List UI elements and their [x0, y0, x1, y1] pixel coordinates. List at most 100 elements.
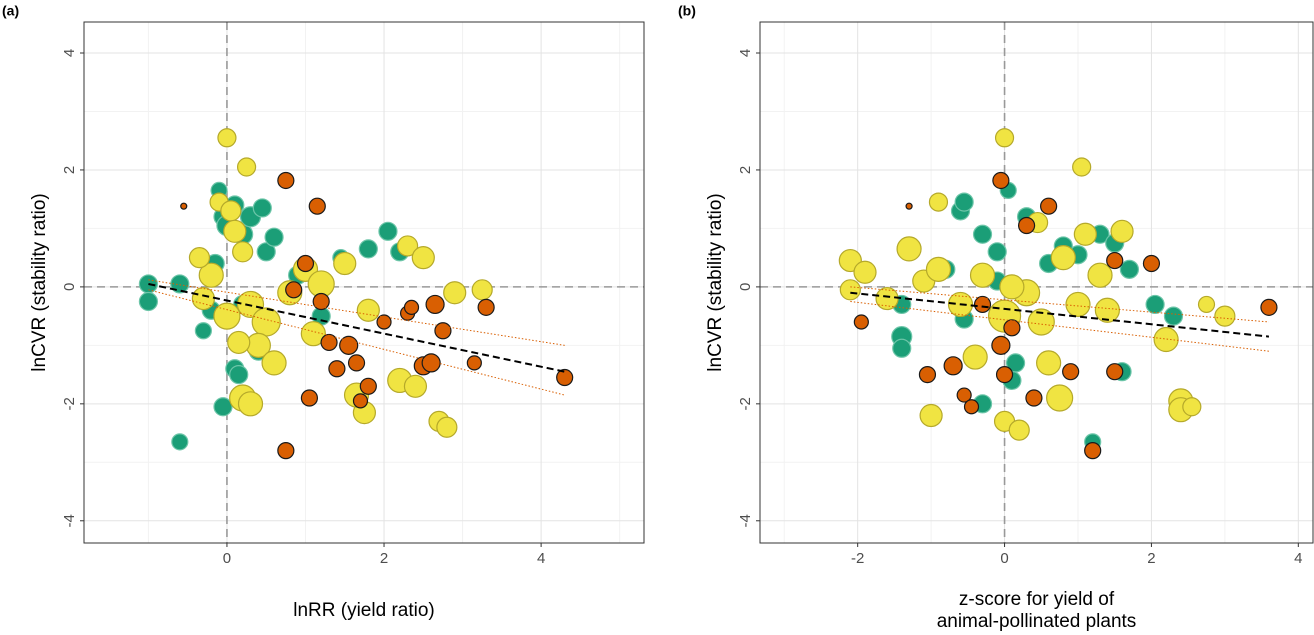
point [251, 307, 281, 337]
plot-frame [83, 21, 645, 544]
point [1027, 308, 1055, 336]
y-tick-label: 4 [737, 49, 754, 57]
point [1040, 197, 1058, 215]
plot-area [760, 22, 1313, 543]
point [1153, 326, 1179, 353]
point [1008, 419, 1030, 441]
confidence-line [148, 279, 565, 346]
point [1046, 384, 1074, 412]
point [170, 274, 190, 294]
point [403, 374, 428, 398]
point [194, 322, 212, 340]
x-axis-label: lnRR (yield ratio) [293, 600, 434, 621]
point [477, 298, 495, 316]
point [466, 355, 482, 371]
point [252, 198, 272, 218]
point [312, 292, 330, 311]
point [300, 321, 326, 347]
point [277, 442, 295, 460]
point [999, 274, 1025, 300]
plot-area [84, 22, 644, 543]
y-tick-label: 2 [737, 166, 754, 174]
point [285, 281, 303, 299]
point [1025, 389, 1043, 407]
confidence-line [148, 289, 565, 396]
point [973, 295, 992, 314]
confidence-line [850, 301, 1269, 352]
fit-line [148, 282, 565, 373]
point [1145, 294, 1165, 315]
x-tick-label: 2 [380, 550, 388, 567]
point [236, 157, 257, 177]
confidence-line [850, 286, 1269, 323]
point [892, 338, 912, 358]
point [171, 433, 189, 451]
point [425, 294, 445, 315]
point [1036, 350, 1062, 376]
point [956, 387, 972, 403]
point [925, 256, 952, 282]
point [138, 291, 159, 312]
point [308, 197, 326, 215]
point [320, 333, 338, 352]
point [237, 391, 264, 417]
point [434, 322, 452, 340]
point [403, 299, 420, 315]
y-tick-label: 0 [61, 283, 78, 291]
point [217, 128, 237, 148]
point [1005, 353, 1026, 373]
point [378, 221, 398, 241]
point [339, 335, 359, 355]
point [962, 344, 988, 370]
y-tick-label: 4 [61, 49, 78, 57]
plot-frame [759, 21, 1314, 544]
point [992, 171, 1010, 190]
point [928, 192, 949, 212]
point [919, 403, 943, 428]
point [261, 350, 287, 376]
point [875, 286, 899, 311]
x-tick-label: 2 [1147, 550, 1155, 567]
point [471, 279, 493, 301]
point [839, 279, 861, 301]
point [1106, 363, 1124, 381]
point [411, 246, 435, 270]
point [1072, 157, 1092, 177]
y-axis-label: lnCVR (stability ratio) [705, 193, 726, 371]
point [359, 377, 377, 395]
point [943, 356, 963, 376]
point [376, 314, 392, 330]
point [995, 365, 1014, 384]
point [991, 335, 1011, 355]
point [1073, 222, 1097, 246]
point [853, 260, 877, 284]
point [198, 262, 224, 288]
point [191, 286, 215, 311]
point [436, 416, 458, 438]
point [352, 393, 369, 409]
point [296, 254, 315, 273]
point [213, 397, 233, 417]
point [1197, 295, 1216, 314]
point [356, 298, 380, 322]
point [1087, 262, 1113, 288]
y-tick-label: -4 [61, 514, 78, 527]
x-tick-label: 4 [537, 550, 545, 567]
point [232, 241, 254, 263]
point [396, 235, 419, 257]
y-tick-label: -2 [61, 397, 78, 410]
point [1214, 305, 1236, 327]
point [300, 389, 319, 407]
x-axis-label: animal-pollinated plants [937, 611, 1137, 632]
point [1142, 254, 1161, 273]
point [853, 314, 869, 330]
point [1017, 216, 1036, 235]
point [347, 354, 366, 372]
point [256, 242, 276, 262]
point [213, 302, 241, 330]
point [421, 353, 441, 373]
point [1050, 245, 1076, 271]
point [969, 262, 996, 288]
y-tick-label: -2 [737, 397, 754, 410]
